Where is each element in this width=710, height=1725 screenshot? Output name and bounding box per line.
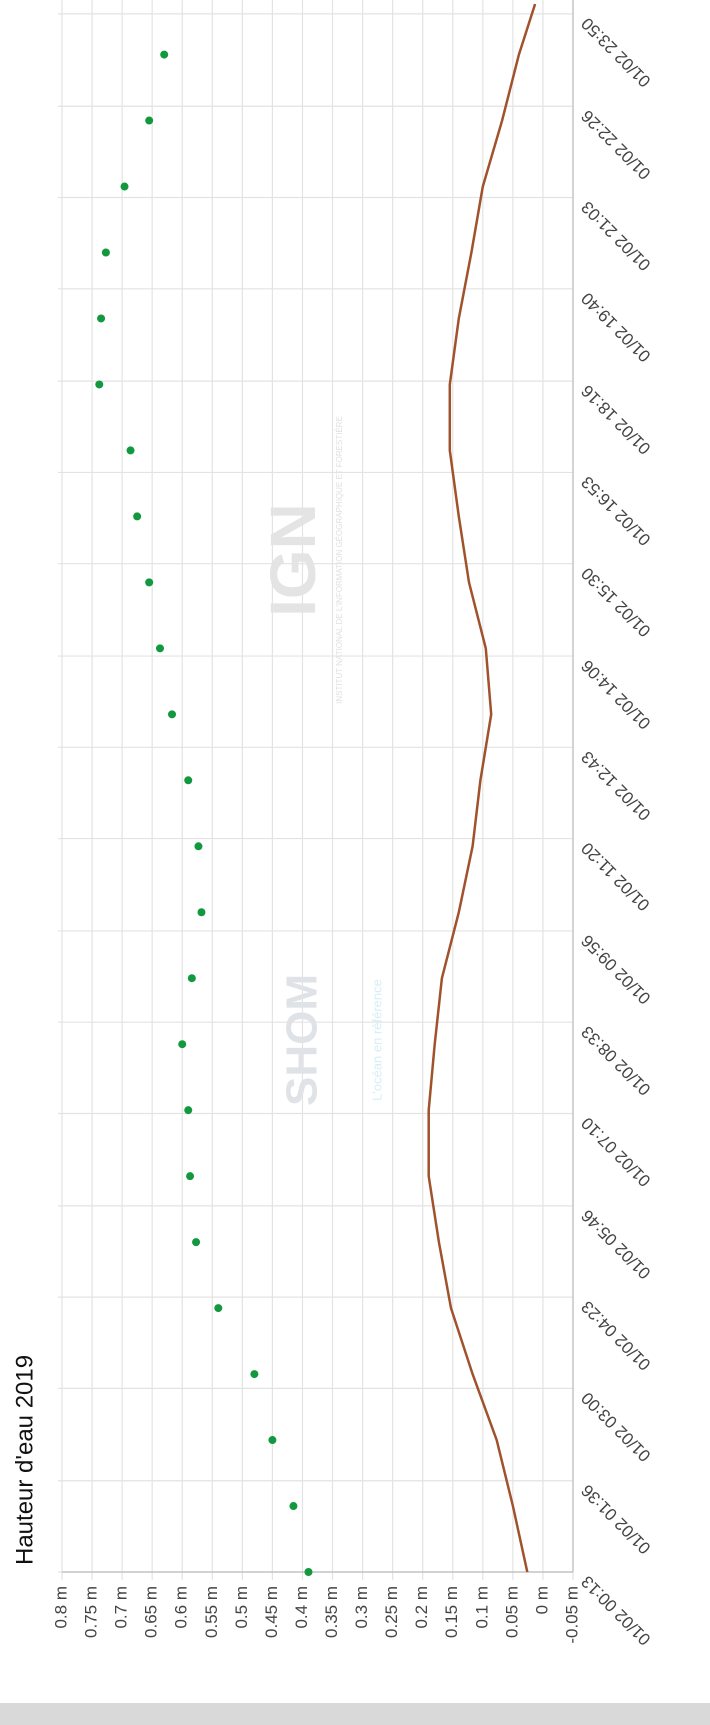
- point: [101, 248, 110, 257]
- y-tick-label: 0.35 m: [322, 1586, 341, 1638]
- x-tick-label: 01/02 03:00: [578, 1388, 655, 1465]
- x-tick-label: 01/02 09:56: [578, 931, 655, 1008]
- y-tick-label: 0.45 m: [262, 1586, 281, 1638]
- point: [194, 842, 203, 851]
- y-tick-label: 0.55 m: [202, 1586, 221, 1638]
- line: [427, 3, 537, 1573]
- x-tick-label: 01/02 14:06: [578, 656, 655, 733]
- x-tick-label: 01/02 00:13: [578, 1572, 655, 1649]
- point: [187, 974, 196, 983]
- y-tick-label: 0.75 m: [82, 1586, 101, 1638]
- x-tick-label: 01/02 12:43: [578, 747, 655, 824]
- x-tick-label: 01/02 11:20: [578, 839, 654, 915]
- point: [250, 1370, 259, 1379]
- x-tick-label: 01/02 23:50: [578, 14, 655, 91]
- point: [186, 1172, 195, 1181]
- chart-title: Hauteur d'eau 2019: [11, 1355, 38, 1565]
- x-tick-label: 01/02 05:46: [578, 1206, 655, 1283]
- point: [145, 116, 154, 125]
- x-tick-label: 01/02 07:10: [578, 1113, 655, 1190]
- watermark-shom-text: L'océan en référence: [369, 979, 384, 1101]
- x-tick-label: 01/02 01:36: [578, 1481, 655, 1558]
- y-tick-label: 0.7 m: [112, 1586, 131, 1629]
- x-tick-label: 01/02 19:40: [578, 289, 655, 366]
- y-tick-label: 0.4 m: [292, 1586, 311, 1629]
- point: [168, 710, 177, 719]
- point: [268, 1436, 277, 1445]
- x-tick-label: 01/02 15:30: [578, 564, 655, 641]
- point: [184, 776, 193, 785]
- y-tick-label: 0.05 m: [502, 1586, 521, 1638]
- x-tick-label: 01/02 18:16: [578, 381, 655, 458]
- y-tick-label: 0.8 m: [51, 1586, 70, 1629]
- y-tick-label: 0 m: [532, 1586, 551, 1614]
- y-tick-label: -0.05 m: [562, 1586, 581, 1644]
- point: [184, 1106, 193, 1115]
- y-tick-label: 0.15 m: [442, 1586, 461, 1638]
- point: [120, 182, 129, 191]
- point: [155, 644, 164, 653]
- y-tick-label: 0.5 m: [232, 1586, 251, 1629]
- watermark-ign-text: INSTITUT NATIONAL DE L'INFORMATION GÉOGR…: [335, 416, 344, 704]
- point: [97, 314, 106, 323]
- point: [95, 380, 104, 389]
- x-tick-label: 01/02 22:26: [578, 106, 655, 183]
- point: [126, 446, 135, 455]
- bottom-bar: [0, 1703, 710, 1725]
- x-tick-label: 01/02 08:33: [578, 1022, 655, 1099]
- x-tick-label: 01/02 16:53: [578, 472, 655, 549]
- point: [197, 908, 206, 917]
- point: [289, 1502, 298, 1511]
- point: [304, 1568, 313, 1576]
- x-tick-label: 01/02 04:23: [578, 1297, 655, 1374]
- y-tick-label: 0.1 m: [472, 1586, 491, 1629]
- point: [145, 578, 154, 587]
- point: [214, 1304, 223, 1313]
- y-tick-label: 0.2 m: [412, 1586, 431, 1629]
- point: [192, 1238, 201, 1247]
- y-tick-label: 0.65 m: [142, 1586, 161, 1638]
- y-tick-label: 0.3 m: [352, 1586, 371, 1629]
- y-tick-label: 0.6 m: [172, 1586, 191, 1629]
- watermark-ign: IGN: [257, 503, 329, 617]
- y-tick-label: 0.25 m: [382, 1586, 401, 1638]
- x-tick-label: 01/02 21:03: [578, 198, 655, 275]
- point: [160, 50, 169, 59]
- point: [178, 1040, 187, 1049]
- point: [133, 512, 142, 521]
